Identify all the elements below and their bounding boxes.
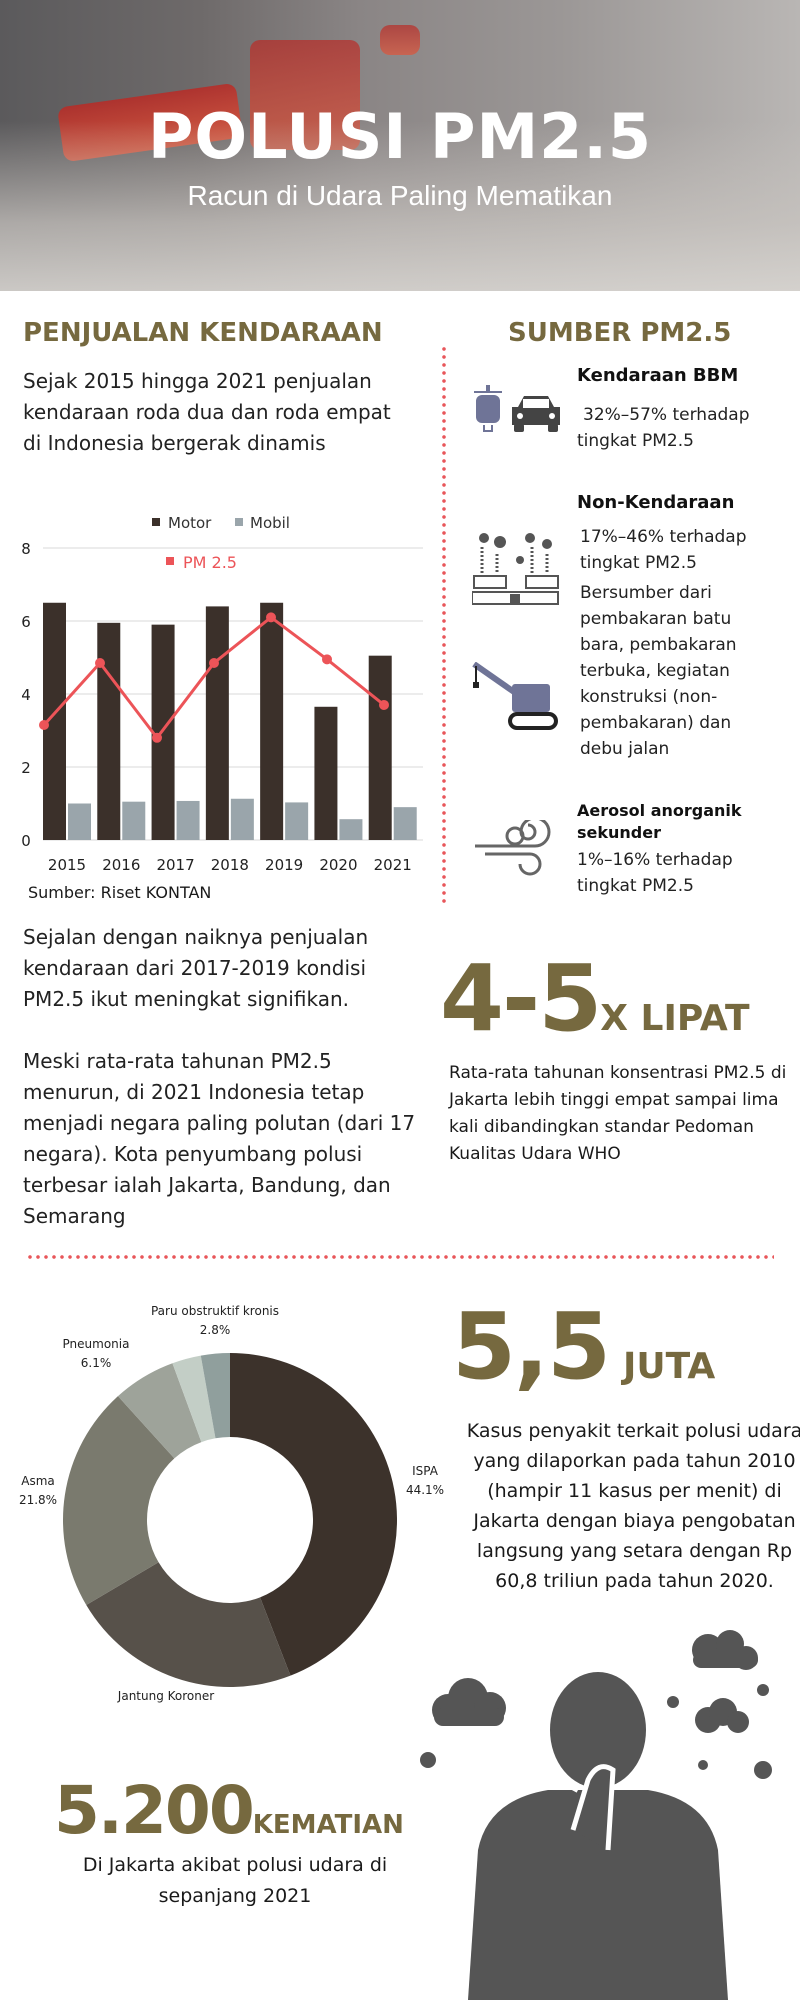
- y-tick-label: 2: [21, 759, 31, 777]
- legend-label-mobil: Mobil: [250, 514, 290, 532]
- stat-juta-text: Kasus penyakit terkait polusi udara yang…: [466, 1420, 800, 1592]
- slice-value: 6.1%: [81, 1356, 112, 1370]
- wind-icon: [475, 820, 551, 876]
- slice-label: Jantung Koroner: [117, 1689, 214, 1703]
- page-subtitle: Racun di Udara Paling Mematikan: [187, 180, 613, 211]
- source-detail: Bersumber dari pembakaran batu bara, pem…: [580, 583, 737, 759]
- legend-label-pm25: PM 2.5: [183, 553, 237, 572]
- legend-swatch-motor: [152, 518, 160, 526]
- slice-label: ISPA: [412, 1464, 439, 1478]
- page-title: POLUSI PM2.5: [147, 100, 653, 173]
- vertical-divider: [442, 345, 446, 905]
- horizontal-divider: [26, 1255, 774, 1259]
- source-title: Non-Kendaraan: [577, 492, 735, 513]
- source-title: Aerosol anorganik sekunder: [577, 801, 742, 842]
- car-icon: [512, 396, 560, 432]
- paragraph-sales-pm: Sejalan dengan naiknya penjualan kendara…: [23, 925, 369, 1011]
- slice-value: 22.4%: [147, 1708, 185, 1710]
- bar-mobil: [68, 803, 91, 840]
- bar-motor: [43, 602, 66, 840]
- person-coughing-illustration: [420, 1630, 772, 2000]
- legend-label-motor: Motor: [168, 514, 212, 532]
- bar-mobil: [339, 819, 363, 840]
- sales-chart: 0 2 4 6 8 2015 2016 2017 2018 2019 2020 2021 Motor Mo…: [21, 514, 423, 874]
- scooter-icon: [474, 385, 502, 432]
- crane-icon: [472, 662, 558, 730]
- y-tick-label: 0: [21, 832, 31, 850]
- x-tick-label: 2016: [102, 856, 140, 874]
- chart-source: Sumber: Riset KONTAN: [28, 883, 212, 902]
- bar-mobil: [393, 807, 417, 840]
- stat-lipat-value: 4-5: [440, 945, 602, 1052]
- slice-value: 2.8%: [200, 1323, 231, 1337]
- bar-motor: [368, 655, 392, 840]
- factory-icon: [472, 533, 559, 605]
- donut-slice: [200, 1353, 230, 1439]
- stat-juta-value: 5,5: [452, 1293, 611, 1400]
- x-tick-label: 2018: [211, 856, 249, 874]
- pm25-point: [379, 699, 389, 710]
- source-text: 17%–46% terhadap tingkat PM2.5: [580, 527, 747, 573]
- pm25-point: [152, 732, 162, 743]
- pm25-point: [322, 654, 332, 665]
- legend-swatch-mobil: [235, 518, 243, 526]
- section-title-sources: SUMBER PM2.5: [508, 318, 732, 348]
- slice-label: Pneumonia: [63, 1337, 130, 1351]
- y-tick-label: 6: [21, 613, 31, 631]
- donut-slice: [117, 1363, 202, 1459]
- slice-label: Paru obstruktif kronis: [151, 1304, 279, 1318]
- bar-motor: [205, 606, 229, 840]
- x-tick-label: 2021: [374, 856, 412, 874]
- y-tick-label: 8: [21, 540, 31, 558]
- disease-donut-chart: ISPA 44.1% Jantung Koroner 22.4% Asma 21.8% Pn…: [19, 1304, 444, 1710]
- stat-kematian-unit: KEMATIAN: [252, 1810, 404, 1840]
- hero-banner: POLUSI PM2.5 Racun di Udara Paling Memat…: [0, 0, 800, 291]
- x-tick-label: 2015: [48, 856, 86, 874]
- x-tick-label: 2019: [265, 856, 303, 874]
- donut-slice: [86, 1562, 291, 1687]
- y-tick-label: 4: [21, 686, 31, 704]
- stat-juta-unit: JUTA: [622, 1346, 716, 1387]
- bar-mobil: [176, 800, 200, 840]
- stat-kematian-text: Di Jakarta akibat polusi udara di sepanj…: [82, 1854, 388, 1907]
- bar-mobil: [122, 801, 146, 840]
- bar-motor: [151, 624, 175, 840]
- donut-slice: [63, 1396, 175, 1606]
- stat-lipat-text: Rata-rata tahunan konsentrasi PM2.5 di J…: [449, 1063, 787, 1164]
- x-tick-label: 2020: [319, 856, 357, 874]
- source-title: Kendaraan BBM: [577, 365, 739, 386]
- bar-mobil: [230, 798, 254, 840]
- stat-lipat-unit: X LIPAT: [600, 998, 750, 1039]
- donut-slice: [230, 1353, 398, 1676]
- paragraph-ranking: Meski rata-rata tahunan PM2.5 menurun, d…: [23, 1049, 416, 1228]
- stat-kematian: 5.200KEMATIAN: [54, 1772, 404, 1849]
- sales-intro: Sejak 2015 hingga 2021 penjualan kendara…: [23, 369, 391, 455]
- source-text: 32%–57% terhadap tingkat PM2.5: [577, 405, 750, 451]
- bar-mobil: [285, 802, 309, 840]
- stat-lipat: 4-5X LIPAT: [440, 945, 750, 1052]
- bar-motor: [97, 622, 121, 840]
- pm25-point: [266, 612, 276, 623]
- x-tick-label: 2017: [156, 856, 194, 874]
- bar-motor: [314, 706, 338, 840]
- pm25-point: [209, 657, 219, 668]
- legend-swatch-pm25: [166, 557, 174, 565]
- source-text: 1%–16% terhadap tingkat PM2.5: [577, 850, 733, 896]
- pm25-point: [95, 657, 105, 668]
- section-title-sales: PENJUALAN KENDARAAN: [23, 318, 383, 348]
- donut-slice: [172, 1355, 216, 1443]
- stat-kematian-value: 5.200: [54, 1772, 255, 1849]
- slice-value: 44.1%: [406, 1483, 444, 1497]
- bar-motor: [260, 602, 284, 840]
- pm25-point: [39, 720, 49, 731]
- stat-juta: 5,5 JUTA: [452, 1293, 715, 1400]
- slice-label: Asma: [21, 1474, 55, 1488]
- slice-value: 21.8%: [19, 1493, 57, 1507]
